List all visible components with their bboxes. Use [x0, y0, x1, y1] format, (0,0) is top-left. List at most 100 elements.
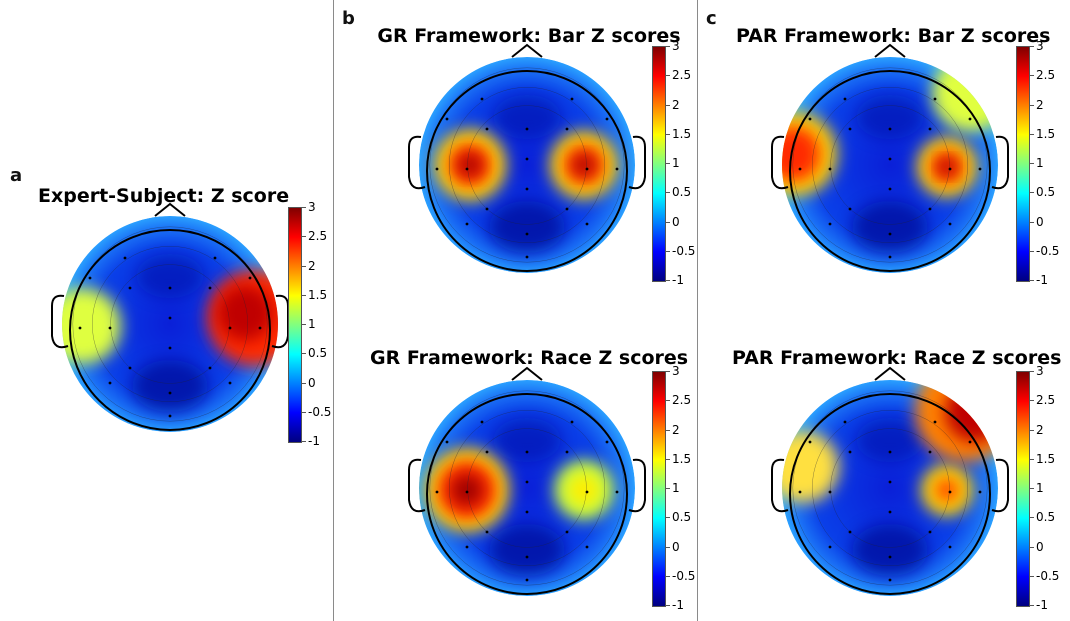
electrode-marker	[888, 578, 892, 582]
electrode-marker	[525, 578, 529, 582]
electrode-marker	[888, 255, 892, 259]
colorbar-gradient	[652, 371, 666, 607]
electrode-marker	[565, 450, 569, 454]
electrode-marker	[208, 286, 212, 290]
electrode-marker	[128, 366, 132, 370]
activation-spot	[945, 382, 998, 442]
colorbar-tick-label: 0	[666, 214, 680, 229]
electrode-marker	[808, 117, 812, 121]
colorbar-tick-label: 0.5	[665, 510, 692, 525]
electrode-marker	[948, 545, 952, 549]
colorbar-gradient	[1016, 46, 1030, 282]
activation-spot	[62, 288, 121, 364]
electrode-marker	[108, 381, 112, 385]
colorbar-tick-label: 1	[1030, 481, 1044, 495]
colorbar-tick-label: 0	[666, 539, 680, 554]
colorbar-tick-label: 0.5	[1029, 510, 1056, 525]
electrode-marker	[933, 97, 937, 101]
colorbar-tick-label: -0.5	[1029, 568, 1060, 583]
electrode-marker	[843, 97, 847, 101]
left-ear-shape	[771, 458, 789, 513]
electrode-marker	[888, 480, 892, 484]
electrode-marker	[928, 207, 932, 211]
colorbar-tick-label: 1.5	[665, 451, 692, 466]
colorbar-tick-label: 1.5	[301, 287, 328, 302]
electrode-marker	[828, 222, 832, 226]
title-par-race: PAR Framework: Race Z scores	[732, 347, 1062, 369]
electrode-marker	[798, 167, 802, 171]
colorbar-tick-label: 2.5	[1029, 68, 1056, 83]
colorbar-tick-label: -1	[302, 434, 320, 448]
colorbar-gradient	[1016, 371, 1030, 607]
colorbar-tick-label: 2.5	[1029, 393, 1056, 408]
electrode-marker	[480, 420, 484, 424]
topomap-gr-race	[408, 366, 646, 596]
colorbar-tick-label: -1	[666, 598, 684, 612]
title-par-bar: PAR Framework: Bar Z scores	[736, 25, 1051, 47]
colorbar-tick-label: 2.5	[665, 393, 692, 408]
electrode-marker	[615, 490, 619, 494]
electrode-marker	[465, 545, 469, 549]
electrode-marker	[928, 530, 932, 534]
electrode-marker	[228, 381, 232, 385]
head-outline	[426, 70, 628, 272]
divider-right	[697, 0, 698, 621]
electrode-marker	[605, 117, 609, 121]
electrode-marker	[605, 440, 609, 444]
left-ear-shape	[408, 135, 426, 190]
electrode-marker	[565, 530, 569, 534]
electrode-marker	[525, 127, 529, 131]
electrode-marker	[843, 420, 847, 424]
electrode-marker	[525, 157, 529, 161]
nose-shape	[874, 43, 906, 58]
electrode-marker	[615, 167, 619, 171]
electrode-marker	[888, 127, 892, 131]
electrode-marker	[928, 450, 932, 454]
electrode-marker	[585, 545, 589, 549]
electrode-marker	[848, 127, 852, 131]
colorbar-tick-label: 0.5	[665, 185, 692, 200]
right-ear-shape	[628, 135, 646, 190]
electrode-marker	[565, 127, 569, 131]
colorbar-tick-label: -1	[666, 273, 684, 287]
electrode-marker	[888, 232, 892, 236]
colorbar-tick-label: 2.5	[301, 229, 328, 244]
electrode-marker	[258, 326, 262, 330]
electrode-marker	[978, 167, 982, 171]
nose-shape	[874, 366, 906, 381]
colorbar-gr-bar: 3 2.5 2 1.5 1 0.5 0 -0.5 -1	[652, 39, 695, 287]
colorbar-tick-label: 0	[1030, 214, 1044, 229]
electrode-marker	[485, 127, 489, 131]
electrode-marker	[525, 510, 529, 514]
electrode-marker	[948, 222, 952, 226]
colorbar-tick-label: 2	[666, 422, 680, 437]
colorbar-tick-label: 3	[302, 200, 316, 214]
electrode-marker	[848, 450, 852, 454]
colorbar-tick-label: 1.5	[665, 126, 692, 141]
electrode-marker	[585, 222, 589, 226]
colorbar-tick-label: 1	[1030, 156, 1044, 170]
electrode-marker	[968, 440, 972, 444]
colorbar-tick-label: 2	[666, 97, 680, 112]
electrode-marker	[928, 127, 932, 131]
electrode-marker	[888, 157, 892, 161]
colorbar-tick-label: 2	[302, 258, 316, 273]
colorbar-tick-label: 1	[302, 317, 316, 331]
topomap-par-bar	[771, 43, 1009, 273]
scalp-field	[419, 57, 635, 273]
electrode-marker	[168, 316, 172, 320]
head-outline	[789, 393, 991, 595]
head-outline	[426, 393, 628, 595]
electrode-marker	[465, 222, 469, 226]
colorbar-tick-label: -0.5	[665, 568, 696, 583]
electrode-marker	[565, 207, 569, 211]
electrode-marker	[525, 450, 529, 454]
electrode-marker	[78, 326, 82, 330]
electrode-marker	[933, 420, 937, 424]
electrode-marker	[485, 450, 489, 454]
panel-letter-a: a	[10, 165, 23, 186]
colorbar-tick-label: -0.5	[1029, 243, 1060, 258]
right-ear-shape	[991, 135, 1009, 190]
divider-left	[333, 0, 334, 621]
title-gr-race: GR Framework: Race Z scores	[370, 347, 689, 369]
